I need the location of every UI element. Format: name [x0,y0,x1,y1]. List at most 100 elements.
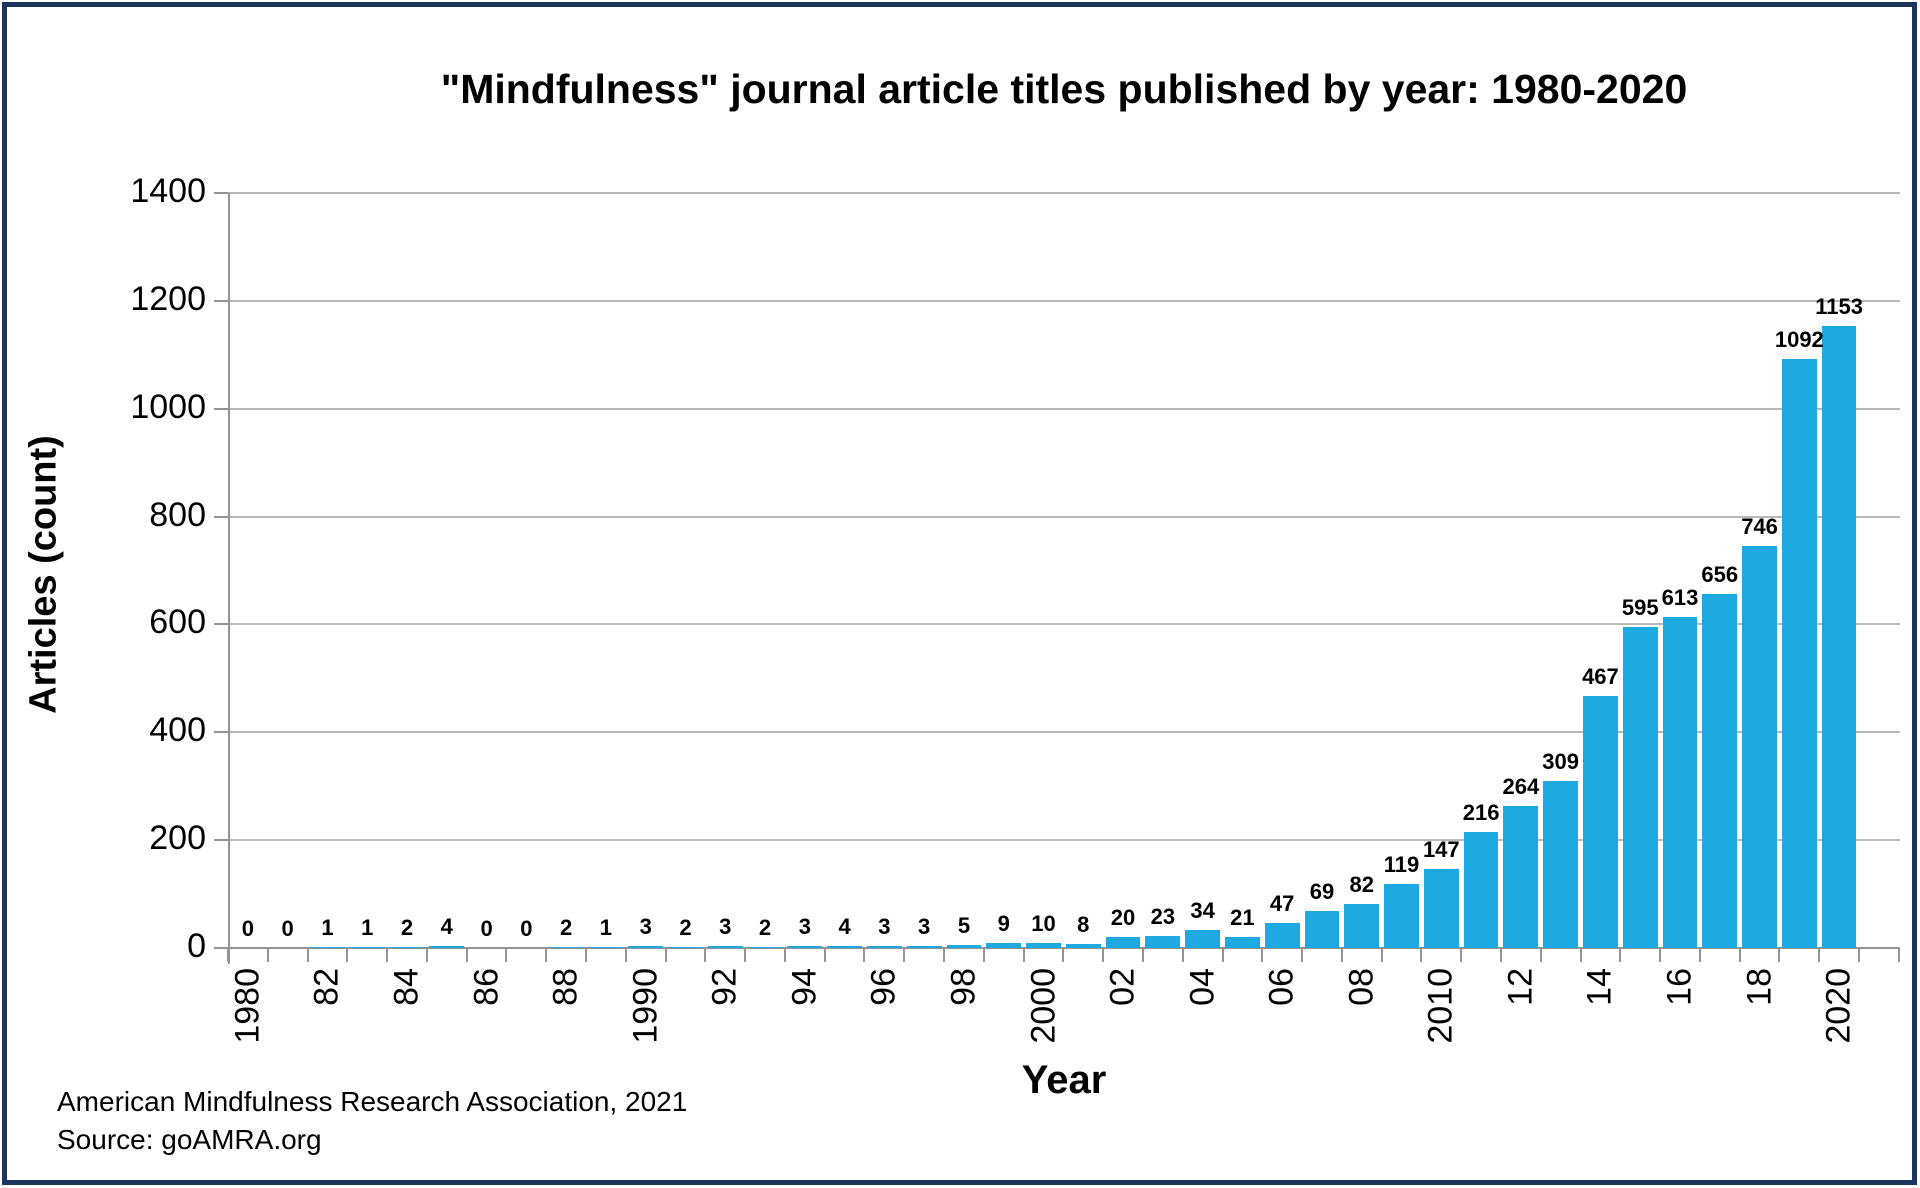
bar-1993 [747,947,783,948]
bar-label-1996: 3 [878,914,891,939]
x-tick-23 [1141,948,1144,962]
bar-2013 [1543,781,1579,948]
x-tick-22 [1102,948,1105,962]
bar-label-2004: 34 [1190,898,1215,923]
x-tick-label-2014: 14 [1580,968,1619,1006]
x-tick-16 [863,948,866,962]
bar-1985 [429,946,465,948]
bar-2009 [1384,884,1419,948]
bar-label-2002: 20 [1110,905,1136,930]
y-tick-1200 [214,299,228,302]
bar-label-2017: 656 [1701,562,1739,587]
bar-label-1985: 4 [440,914,453,939]
y-axis-title: Articles (count) [22,435,65,714]
x-tick-label-2004: 04 [1183,968,1222,1006]
bar-1983 [349,947,385,948]
x-tick-29 [1380,948,1383,962]
x-tick-26 [1261,948,1264,962]
x-tick-6 [465,948,468,962]
x-tick-34 [1579,948,1582,962]
y-tick-1000 [214,407,228,410]
bar-2007 [1304,911,1340,948]
bar-label-2010: 147 [1422,837,1460,862]
x-tick-7 [505,948,508,962]
x-tick-38 [1738,948,1741,962]
x-tick-18 [943,948,946,962]
bar-label-2005: 21 [1230,905,1255,930]
bar-label-1987: 0 [520,916,533,941]
bar-2010 [1423,869,1459,948]
bar-label-2015: 595 [1621,595,1659,620]
gridline-y-200 [228,839,1900,842]
bar-2016 [1662,617,1698,948]
x-tick-19 [982,948,985,962]
y-tick-800 [214,515,228,518]
bar-1984 [389,947,425,948]
x-tick-21 [1062,948,1065,962]
x-tick-28 [1340,948,1343,962]
bar-1992 [707,946,743,948]
bar-label-2018: 746 [1741,514,1778,539]
attribution-line: American Mindfulness Research Associatio… [57,1086,688,1117]
bar-1990 [628,946,664,948]
x-tick-40 [1818,948,1821,962]
gridline-y-1000 [228,407,1900,410]
x-tick-39 [1778,948,1781,962]
x-tick-label-2008: 08 [1342,968,1381,1006]
x-tick-label-1992: 92 [705,968,744,1006]
bar-label-1993: 2 [758,915,772,940]
y-tick-400 [214,731,228,734]
y-tick-label-400: 400 [149,711,206,750]
bar-1982 [310,947,345,948]
bar-label-2001: 8 [1077,912,1090,937]
gridline-y-600 [228,623,1900,626]
x-tick-36 [1659,948,1662,962]
bar-2015 [1622,627,1658,948]
x-tick-33 [1539,948,1542,962]
bar-label-1984: 2 [400,915,414,940]
bar-2005 [1225,937,1260,948]
bar-label-1980: 0 [241,916,254,941]
y-tick-label-1400: 1400 [130,172,206,210]
x-tick-end [1898,948,1900,962]
bar-label-2019: 1092 [1774,327,1824,352]
x-tick-25 [1221,948,1224,962]
bar-label-1990: 3 [639,914,652,939]
bar-label-1994: 3 [798,914,811,939]
chart-title: "Mindfulness" journal article titles pub… [440,66,1688,112]
bar-2011 [1463,832,1499,948]
x-tick-label-1990: 1990 [626,968,665,1044]
bar-2006 [1264,923,1300,948]
gridline-y-1200 [228,299,1900,302]
source-line: Source: goAMRA.org [57,1124,322,1155]
bar-1998 [946,945,982,948]
y-tick-label-1000: 1000 [130,387,206,426]
x-tick-15 [823,948,826,962]
y-tick-label-800: 800 [149,495,206,534]
x-tick-11 [664,948,667,962]
bar-2004 [1185,930,1220,948]
y-tick-1400 [214,192,228,194]
bar-1996 [866,946,902,948]
bar-label-1998: 5 [957,913,971,938]
bar-label-1991: 2 [679,915,692,940]
x-tick-20 [1022,948,1025,962]
x-tick-8 [545,948,548,962]
x-axis-title: Year [1021,1058,1107,1102]
x-tick-10 [624,948,627,962]
bar-label-2009: 119 [1383,852,1420,877]
bar-2020 [1821,326,1857,948]
x-tick-label-1994: 94 [785,968,824,1006]
x-tick-label-2016: 16 [1660,968,1699,1006]
x-tick-24 [1181,948,1184,962]
x-tick-0 [227,948,229,962]
x-tick-37 [1698,948,1701,962]
gridline-y-800 [228,515,1900,518]
bar-label-1992: 3 [719,914,732,939]
y-tick-label-1200: 1200 [130,279,206,318]
x-tick-label-2000: 2000 [1024,968,1062,1044]
bar-label-2012: 264 [1502,774,1540,799]
x-tick-label-2010: 2010 [1421,968,1460,1044]
x-tick-2 [306,948,309,962]
